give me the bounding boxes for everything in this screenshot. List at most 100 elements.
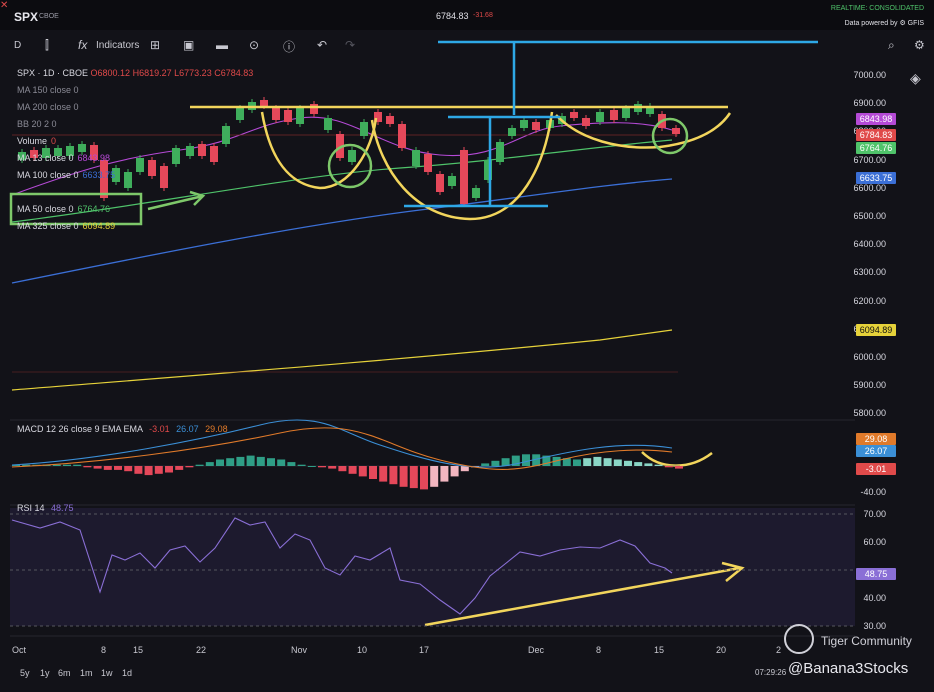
- price-change: -31.68: [473, 12, 493, 19]
- macd-legend[interactable]: MACD 12 26 close 9 EMA EMA -3.01 26.07 2…: [17, 424, 228, 434]
- ma100-price-tag: 6633.75: [856, 172, 896, 184]
- indicator-ma100[interactable]: MA 100 close 0 6633.75: [17, 170, 115, 180]
- range-1w-button[interactable]: 1w: [101, 668, 113, 678]
- histogram-bar: [379, 466, 388, 482]
- candle: [646, 106, 654, 114]
- candle: [172, 148, 180, 164]
- candle: [436, 174, 444, 192]
- rsi-axis-label: 60.00: [863, 537, 886, 547]
- indicator-ma200[interactable]: MA 200 close 0: [17, 102, 79, 112]
- candle: [484, 160, 492, 180]
- undo-icon[interactable]: ↶: [317, 38, 328, 52]
- rsi-trend-arrow: [424, 561, 745, 627]
- last-price-tag: 6784.83: [856, 129, 896, 141]
- x-axis-label: 2: [776, 645, 782, 655]
- price-axis-label: 6600.00: [853, 182, 886, 193]
- save-icon[interactable]: ▣: [183, 38, 195, 52]
- price-axis-label: 6200.00: [853, 295, 886, 306]
- candle: [198, 144, 206, 156]
- indicator-value: 0: [51, 136, 57, 146]
- histogram-bar: [246, 455, 255, 466]
- x-axis-label: Nov: [291, 645, 308, 655]
- range-6m-button[interactable]: 6m: [58, 668, 71, 678]
- indicator-ma13[interactable]: MA 13 close 0 6843.98: [17, 153, 110, 163]
- indicator-label: MA 50 close 0: [17, 204, 74, 214]
- low-value: L6773.23: [174, 68, 212, 78]
- histogram-bar: [103, 466, 112, 470]
- layers-icon[interactable]: ◈: [910, 70, 921, 86]
- close-value: C6784.83: [214, 68, 254, 78]
- indicator-label: MA 200 close 0: [17, 102, 79, 112]
- x-axis-label: 15: [133, 645, 144, 655]
- histogram-bar: [154, 466, 163, 474]
- x-axis-label: 8: [596, 645, 602, 655]
- price-axis-label: 6900.00: [853, 98, 886, 109]
- x-axis-label: Oct: [12, 645, 27, 655]
- histogram-bar: [277, 459, 286, 466]
- histogram-bar: [267, 458, 275, 466]
- indicator-ma325[interactable]: MA 325 close 0 6094.89: [17, 221, 115, 231]
- symbol[interactable]: SPX: [14, 10, 39, 24]
- indicator-ma50[interactable]: MA 50 close 0 6764.76: [17, 204, 110, 214]
- histogram-bar: [124, 466, 133, 472]
- range-5y-button[interactable]: 5y: [20, 668, 30, 678]
- ma325-price-tag: 6094.89: [856, 324, 896, 336]
- candle: [570, 112, 578, 118]
- candle: [124, 172, 132, 188]
- histogram-bar: [144, 466, 153, 476]
- candle: [424, 154, 432, 172]
- info-icon[interactable]: ⓘ: [283, 40, 296, 54]
- rsi-value: 48.75: [51, 503, 74, 513]
- candle: [348, 150, 356, 162]
- data-provider: Data powered by ⚙ GFIS: [844, 20, 924, 27]
- candle: [18, 152, 26, 160]
- candle: [54, 148, 62, 156]
- rsi-legend[interactable]: RSI 14 48.75: [17, 503, 74, 513]
- function-icon[interactable]: fx: [78, 38, 88, 52]
- indicator-ma150[interactable]: MA 150 close 0: [17, 85, 79, 95]
- highlight-circle: [651, 117, 689, 155]
- indicator-value: 6094.89: [82, 221, 116, 231]
- histogram-bar: [63, 464, 71, 466]
- candle: [496, 142, 504, 162]
- range-1y-button[interactable]: 1y: [40, 668, 50, 678]
- range-1d-button[interactable]: 1d: [122, 668, 133, 678]
- ma100-line: [11, 178, 673, 284]
- macd-tag: 26.07: [856, 445, 896, 457]
- histogram-bar: [256, 456, 265, 466]
- indicator-bb[interactable]: BB 20 2 0: [17, 119, 57, 129]
- folder-icon[interactable]: ▬: [216, 38, 228, 52]
- histogram-bar: [307, 466, 316, 467]
- close-icon[interactable]: ✕: [0, 0, 9, 11]
- search-icon[interactable]: ⌕: [888, 38, 895, 52]
- candle: [100, 160, 108, 198]
- templates-icon[interactable]: ⊞: [150, 38, 161, 52]
- range-1m-button[interactable]: 1m: [80, 668, 93, 678]
- candle: [222, 126, 230, 144]
- macd-curve-annotation: [641, 451, 713, 467]
- rsi-tag: 48.75: [856, 568, 896, 580]
- last-price: 6784.83: [436, 11, 469, 21]
- alert-icon[interactable]: ⊙: [249, 38, 260, 52]
- rsi-line: [11, 517, 673, 615]
- histogram-bar: [624, 460, 632, 466]
- candle: [296, 108, 304, 124]
- histogram-bar: [511, 455, 520, 466]
- histogram-bar: [348, 466, 357, 474]
- indicator-label: BB 20 2 0: [17, 119, 57, 129]
- histogram-bar: [134, 466, 143, 474]
- interval-select[interactable]: D: [14, 40, 22, 51]
- candle-type-icon[interactable]: ⫿: [45, 38, 49, 52]
- top-bar: SPX CBOE 6784.83 -31.68 REALTIME: CONSOL…: [0, 0, 934, 30]
- indicators-button[interactable]: Indicators: [96, 40, 140, 51]
- histogram-bar: [532, 454, 541, 466]
- ma50-line: [11, 139, 673, 223]
- redo-icon[interactable]: ↷: [345, 38, 356, 52]
- candle: [186, 146, 194, 156]
- settings-icon[interactable]: ⚙: [914, 38, 925, 52]
- indicator-volume[interactable]: Volume 0: [17, 136, 56, 146]
- histogram-bar: [664, 466, 673, 468]
- histogram-bar: [369, 466, 377, 479]
- candle: [622, 108, 630, 118]
